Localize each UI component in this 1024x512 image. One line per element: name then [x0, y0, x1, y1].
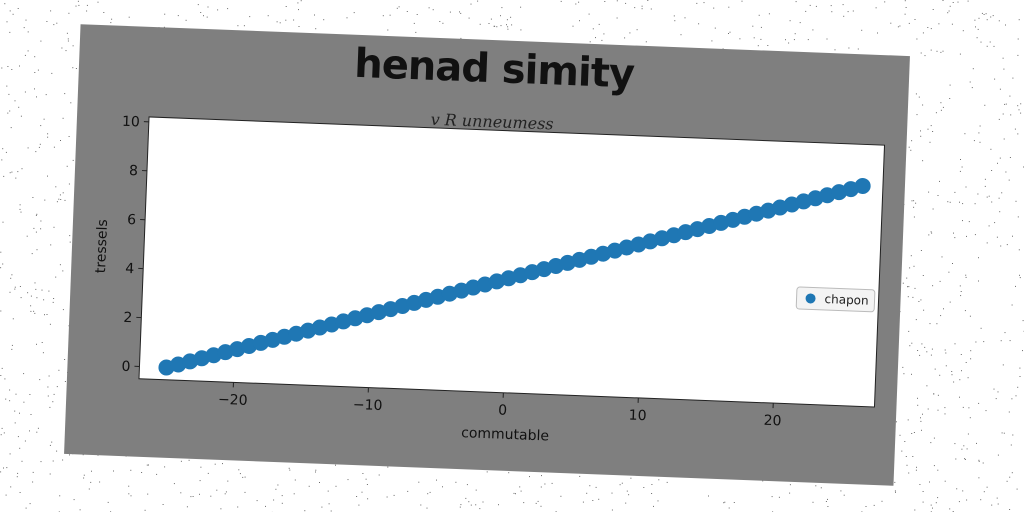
y-tick-label: 4 [125, 261, 135, 277]
legend-box [795, 286, 876, 313]
x-tick-label: 10 [628, 408, 646, 425]
scatter-plot: −20 −10 0 10 20 0 2 4 6 8 10 commutable tressels chap… [93, 114, 886, 445]
data-point [854, 177, 871, 194]
y-tick-label: 8 [129, 163, 139, 179]
x-tick-label: −20 [218, 392, 248, 409]
y-axis-label: tressels [93, 219, 111, 274]
x-tick-label: 0 [498, 403, 508, 419]
y-tick-label: 6 [127, 212, 137, 228]
y-tick-label: 2 [123, 310, 133, 326]
chart-card: henad simity v R unneumess −20 −10 0 10 20 0 2… [64, 24, 910, 486]
y-tick-label: 10 [122, 114, 140, 131]
plot-area [138, 116, 886, 408]
legend-marker [805, 293, 816, 304]
y-tick-label: 0 [121, 359, 131, 375]
legend-label: chapon [824, 292, 869, 308]
x-tick-label: 20 [763, 413, 781, 430]
x-tick-label: −10 [353, 397, 383, 414]
x-axis-label: commutable [461, 425, 549, 444]
